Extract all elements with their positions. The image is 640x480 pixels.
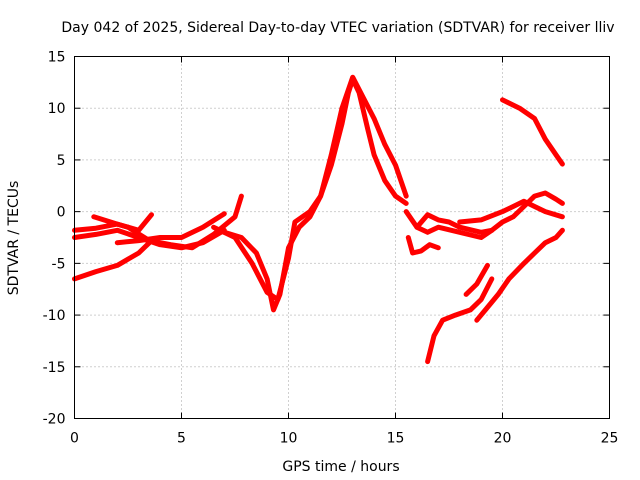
data-series-trace [72,240,152,282]
y-tick-label: -15 [43,360,66,376]
x-tick-label: 5 [177,431,186,447]
data-series-trace [221,76,409,313]
data-series [72,74,565,365]
y-tick-label: 5 [57,153,66,169]
y-tick-label: -5 [52,256,66,272]
x-tick-label: 0 [70,431,79,447]
data-series-trace [463,262,490,297]
x-tick-label: 15 [387,431,405,447]
x-tick-label: 25 [601,431,619,447]
y-axis-label: SDTVAR / TECUs [6,181,22,296]
data-series-trace [425,276,495,365]
y-tick-label: 0 [57,205,66,221]
data-series-trace [414,190,565,240]
x-tick-label: 20 [494,431,512,447]
y-tick-label: -20 [43,412,66,428]
data-series-trace [114,211,227,246]
data-series-trace [91,212,154,233]
y-tick-label: 15 [48,50,66,66]
data-series-trace [500,97,565,167]
x-tick-label: 10 [280,431,298,447]
data-series-trace [405,235,441,256]
data-series-trace [211,74,409,303]
data-series-trace [403,209,495,235]
y-tick-label: 10 [48,101,66,117]
chart-title: Day 042 of 2025, Sidereal Day-to-day VTE… [61,20,614,36]
axis-ticks: 0 5 10 15 20 25 -20 -15 -10 -5 0 5 10 15 [43,50,619,447]
data-series-trace [474,227,565,323]
data-series-trace [457,198,565,225]
plot-frame [74,56,610,419]
x-axis-label: GPS time / hours [282,459,399,475]
y-tick-label: -10 [43,308,66,324]
